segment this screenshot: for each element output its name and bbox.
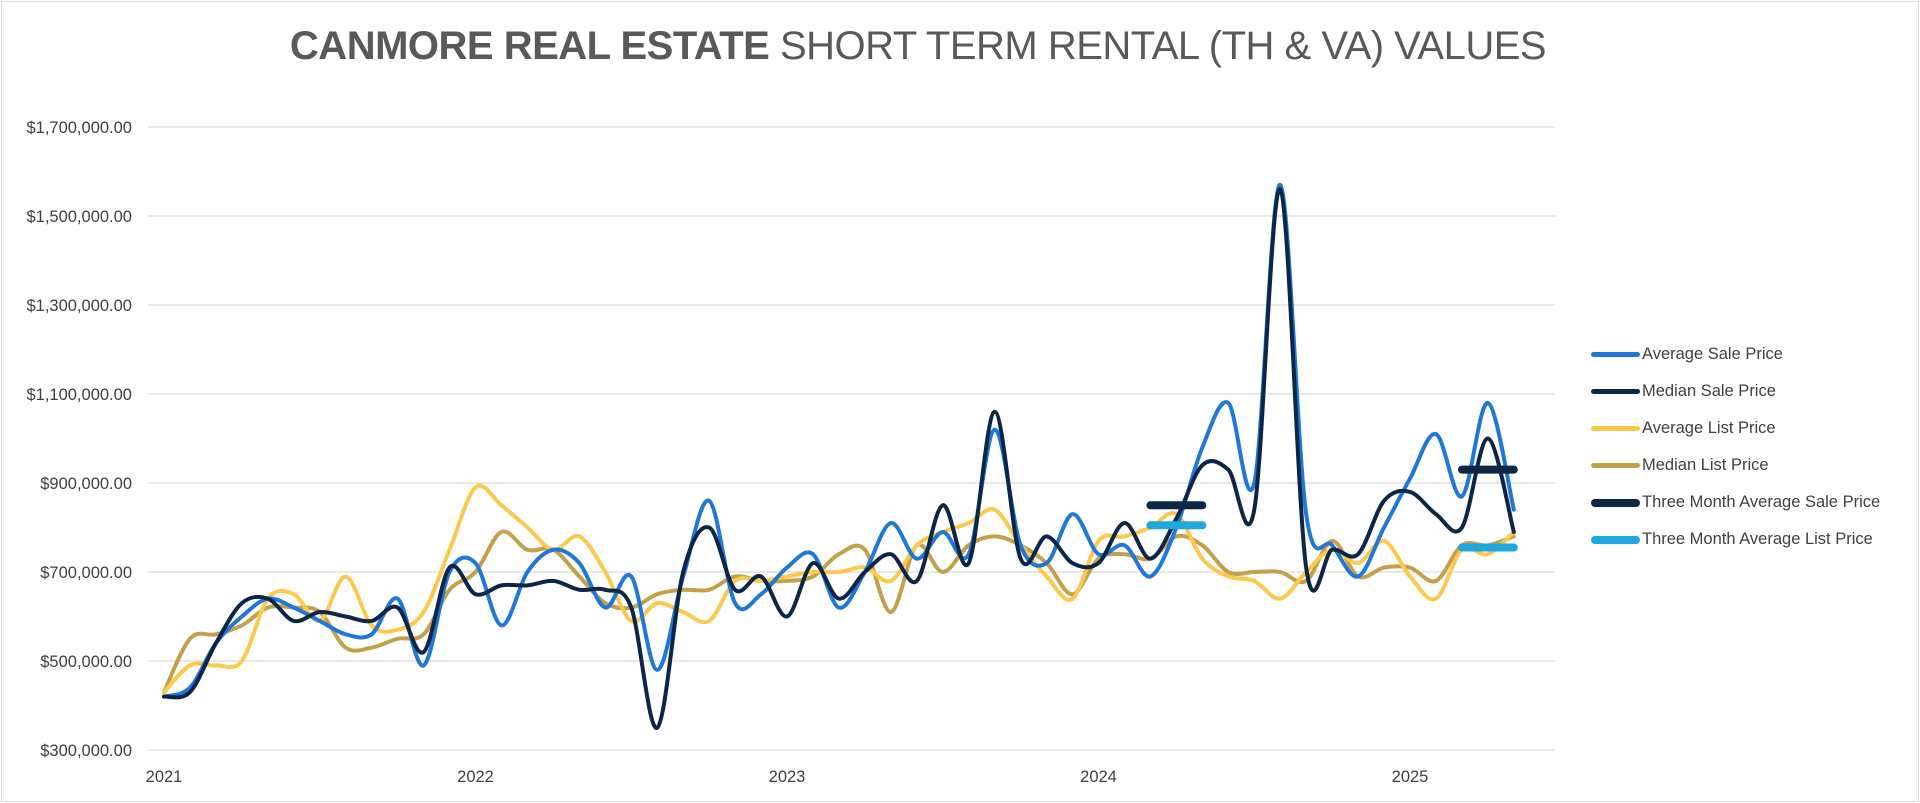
legend-item-average-sale-price: Average Sale Price <box>1591 336 1880 373</box>
gridlines <box>148 126 1555 751</box>
legend-swatch <box>1591 426 1640 431</box>
y-tick-label: $900,000.00 <box>40 475 132 493</box>
legend-label: Median Sale Price <box>1642 382 1776 400</box>
legend-swatch <box>1591 389 1640 394</box>
legend-item-three-month-average-sale-price: Three Month Average Sale Price <box>1591 484 1880 521</box>
y-tick-label: $1,500,000.00 <box>26 208 132 226</box>
y-tick-label: $500,000.00 <box>40 653 132 671</box>
y-tick-label: $1,300,000.00 <box>26 297 132 315</box>
chart-legend: Average Sale Price Median Sale Price Avera… <box>1591 336 1880 558</box>
x-tick-label: 2021 <box>146 768 183 786</box>
y-tick-label: $700,000.00 <box>40 564 132 582</box>
x-axis-ticks: 2021 2022 2023 2024 2025 <box>146 768 1429 786</box>
legend-label: Average Sale Price <box>1642 345 1783 363</box>
legend-swatch <box>1591 535 1640 544</box>
legend-swatch <box>1591 498 1640 507</box>
legend-item-three-month-average-list-price: Three Month Average List Price <box>1591 521 1880 558</box>
legend-item-median-sale-price: Median Sale Price <box>1591 373 1880 410</box>
y-axis-ticks: $300,000.00 $500,000.00 $700,000.00 $900,00… <box>26 119 132 760</box>
chart-title: CANMORE REAL ESTATE SHORT TERM RENTAL (T… <box>2 24 1834 69</box>
series-line-average-list-price <box>162 483 1516 695</box>
chart-title-bold: CANMORE REAL ESTATE <box>289 24 770 68</box>
chart-title-rest: SHORT TERM RENTAL (TH & VA) VALUES <box>779 24 1547 68</box>
legend-swatch <box>1591 463 1640 468</box>
series-line-median-sale-price <box>162 187 1516 730</box>
y-tick-label: $1,100,000.00 <box>26 386 132 404</box>
legend-item-median-list-price: Median List Price <box>1591 447 1880 484</box>
legend-swatch <box>1591 352 1640 357</box>
legend-label: Three Month Average List Price <box>1642 530 1873 548</box>
legend-label: Average List Price <box>1642 419 1776 437</box>
three-month-average-markers <box>1146 465 1518 552</box>
x-tick-label: 2022 <box>457 768 494 786</box>
y-tick-label: $1,700,000.00 <box>26 119 132 137</box>
legend-label: Median List Price <box>1642 456 1769 474</box>
legend-label: Three Month Average Sale Price <box>1642 493 1881 511</box>
x-tick-label: 2024 <box>1080 768 1117 786</box>
x-tick-label: 2023 <box>769 768 806 786</box>
legend-item-average-list-price: Average List Price <box>1591 410 1880 447</box>
series-line-average-sale-price <box>162 182 1516 699</box>
y-tick-label: $300,000.00 <box>40 742 132 760</box>
series-line-median-list-price <box>162 529 1516 695</box>
series-lines <box>162 182 1516 730</box>
x-tick-label: 2025 <box>1392 768 1429 786</box>
